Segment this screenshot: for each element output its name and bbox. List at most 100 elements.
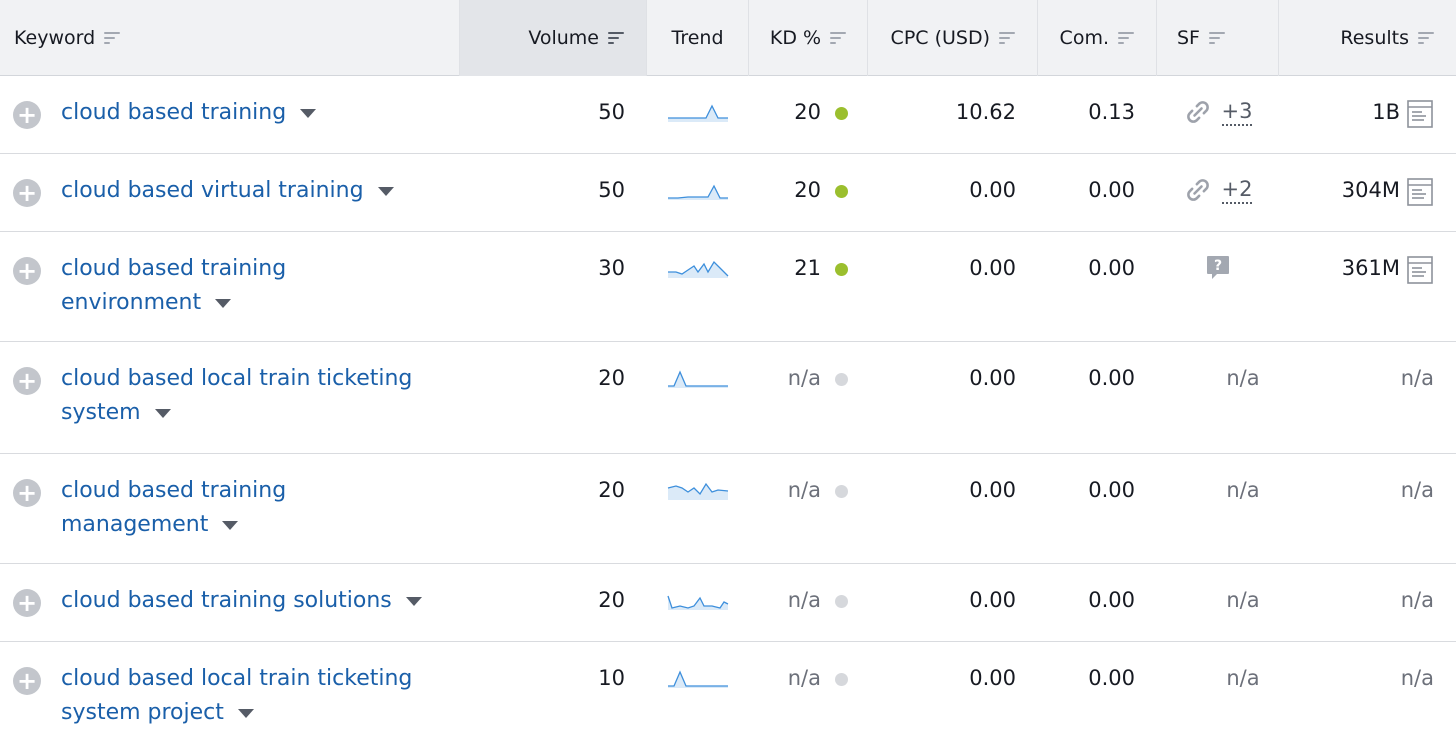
col-com[interactable]: Com. — [1038, 0, 1157, 76]
serp-page-icon[interactable] — [1406, 99, 1434, 129]
add-keyword-icon[interactable]: + — [13, 589, 41, 617]
com-cell: 0.00 — [1038, 342, 1157, 453]
cpc-cell: 0.00 — [868, 154, 1038, 231]
kd-cell: n/a — [749, 342, 868, 453]
kd-cell: n/a — [749, 454, 868, 563]
kd-status-dot — [835, 485, 848, 498]
kd-status-dot — [835, 185, 848, 198]
sf-more-link[interactable]: +2 — [1221, 176, 1253, 204]
add-keyword-icon[interactable]: + — [13, 179, 41, 207]
add-keyword-icon[interactable]: + — [13, 101, 41, 129]
cpc-cell: 0.00 — [868, 454, 1038, 563]
col-kd[interactable]: KD % — [749, 0, 868, 76]
com-cell: 0.00 — [1038, 454, 1157, 563]
com-value: 0.00 — [1088, 666, 1135, 690]
question-icon[interactable]: ? — [1205, 254, 1231, 282]
keyword-cell: + cloud based training — [0, 76, 460, 153]
keyword-cell: + cloud based local train ticketing syst… — [0, 642, 460, 741]
kd-cell: n/a — [749, 642, 868, 741]
keyword-cell: + cloud based training environment — [0, 232, 460, 341]
kd-status-dot — [835, 107, 848, 120]
trend-sparkline — [668, 104, 728, 122]
chevron-down-icon[interactable] — [215, 298, 232, 308]
chevron-down-icon[interactable] — [300, 108, 317, 118]
kd-status-dot — [835, 595, 848, 608]
trend-sparkline — [668, 184, 728, 200]
trend-cell — [647, 232, 749, 341]
keyword-link[interactable]: cloud based virtual training — [61, 178, 364, 203]
sort-icon[interactable] — [608, 30, 624, 46]
cpc-value: 0.00 — [969, 588, 1016, 612]
trend-cell — [647, 454, 749, 563]
results-cell: 304M — [1279, 154, 1456, 231]
chevron-down-icon[interactable] — [377, 186, 394, 196]
trend-sparkline — [667, 595, 729, 610]
col-cpc[interactable]: CPC (USD) — [868, 0, 1038, 76]
results-cell: 1B — [1279, 76, 1456, 153]
com-value: 0.00 — [1088, 256, 1135, 280]
chevron-down-icon[interactable] — [237, 708, 254, 718]
sf-value: n/a — [1226, 478, 1260, 502]
table-row: + cloud based local train ticketing syst… — [0, 642, 1456, 741]
col-label: KD % — [769, 27, 822, 49]
add-keyword-icon[interactable]: + — [13, 367, 41, 395]
cpc-cell: 0.00 — [868, 564, 1038, 641]
serp-page-icon[interactable] — [1406, 177, 1434, 207]
sf-more-link[interactable]: +3 — [1221, 98, 1253, 126]
sf-cell: n/a — [1157, 454, 1279, 563]
trend-sparkline — [668, 370, 728, 388]
link-icon[interactable] — [1184, 176, 1212, 204]
kd-status-dot — [835, 373, 848, 386]
add-keyword-icon[interactable]: + — [13, 257, 41, 285]
keyword-cell: + cloud based local train ticketing syst… — [0, 342, 460, 453]
chevron-down-icon[interactable] — [222, 520, 239, 530]
sort-icon[interactable] — [999, 30, 1015, 46]
chevron-down-icon[interactable] — [154, 408, 171, 418]
keyword-link[interactable]: cloud based training management — [61, 478, 287, 537]
com-cell: 0.00 — [1038, 232, 1157, 341]
keyword-link[interactable]: cloud based training environment — [61, 256, 287, 315]
sf-value: n/a — [1226, 666, 1260, 690]
keyword-link[interactable]: cloud based local train ticketing system — [61, 366, 413, 425]
sort-icon[interactable] — [830, 30, 847, 46]
results-value: 361M — [1341, 256, 1400, 280]
cpc-value: 10.62 — [955, 100, 1016, 124]
volume-value: 20 — [598, 478, 625, 502]
sort-icon[interactable] — [1418, 30, 1434, 46]
sort-icon[interactable] — [1118, 30, 1134, 46]
link-icon[interactable] — [1184, 98, 1212, 126]
col-label: Com. — [1059, 27, 1109, 49]
chevron-down-icon[interactable] — [405, 596, 422, 606]
col-sf[interactable]: SF — [1157, 0, 1279, 76]
sf-value: n/a — [1226, 366, 1260, 390]
results-value: n/a — [1400, 666, 1434, 690]
col-results[interactable]: Results — [1279, 0, 1456, 76]
results-value: n/a — [1400, 588, 1434, 612]
trend-cell — [647, 154, 749, 231]
cpc-value: 0.00 — [969, 366, 1016, 390]
cpc-cell: 0.00 — [868, 642, 1038, 741]
trend-sparkline — [668, 260, 729, 278]
serp-page-icon[interactable] — [1406, 255, 1434, 285]
keyword-link[interactable]: cloud based training solutions — [61, 588, 392, 613]
trend-cell — [647, 642, 749, 741]
col-trend: Trend — [647, 0, 749, 76]
col-label: Volume — [528, 27, 599, 49]
col-keyword[interactable]: Keyword — [0, 0, 460, 76]
col-label: Trend — [671, 27, 724, 49]
sort-icon[interactable] — [1209, 30, 1225, 46]
keyword-cell: + cloud based virtual training — [0, 154, 460, 231]
add-keyword-icon[interactable]: + — [13, 479, 41, 507]
keyword-link[interactable]: cloud based training — [61, 100, 287, 125]
add-keyword-icon[interactable]: + — [13, 667, 41, 695]
com-value: 0.13 — [1088, 100, 1135, 124]
col-label: Keyword — [14, 27, 96, 49]
table-header: Keyword Volume Trend KD % CPC (USD) Com.… — [0, 0, 1456, 76]
cpc-value: 0.00 — [969, 178, 1016, 202]
com-value: 0.00 — [1088, 366, 1135, 390]
col-volume[interactable]: Volume — [460, 0, 647, 76]
keyword-cell: + cloud based training management — [0, 454, 460, 563]
keyword-link[interactable]: cloud based local train ticketing system… — [61, 666, 413, 725]
sort-icon[interactable] — [104, 30, 121, 46]
com-cell: 0.00 — [1038, 564, 1157, 641]
